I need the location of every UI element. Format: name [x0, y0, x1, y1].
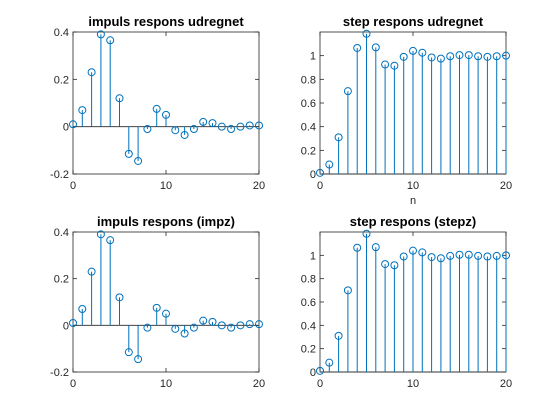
y-tick-label: 0 — [310, 367, 316, 379]
subplot-title: impuls respons udregnet — [88, 14, 244, 29]
y-tick-label: 0.2 — [54, 274, 69, 286]
y-tick-label: -0.2 — [50, 367, 69, 379]
y-tick-label: 0.4 — [301, 320, 316, 332]
x-tick-label: 10 — [407, 180, 419, 192]
x-tick-label: 20 — [253, 180, 265, 192]
y-tick-label: 0 — [310, 169, 316, 181]
y-tick-label: 0.4 — [301, 122, 316, 134]
x-tick-label: 0 — [70, 378, 76, 390]
subplot-title: impuls respons (impz) — [97, 214, 235, 229]
x-tick-label: 10 — [160, 180, 172, 192]
y-tick-label: 0.4 — [54, 227, 69, 239]
y-tick-label: 0.2 — [301, 344, 316, 356]
y-tick-label: 0 — [63, 320, 69, 332]
y-tick-label: 0.2 — [301, 145, 316, 157]
x-tick-label: 0 — [317, 378, 323, 390]
subplot-2: 0 10 20 0 0.2 0.4 0.6 0.8 1 step respons udregnet… — [301, 14, 512, 207]
y-tick-label: 0 — [63, 122, 69, 134]
y-tick-label: 0.4 — [54, 27, 69, 39]
y-tick-label: 0.8 — [301, 274, 316, 286]
x-tick-label: 0 — [70, 180, 76, 192]
x-tick-label: 20 — [500, 180, 512, 192]
subplot-title: step respons (stepz) — [350, 214, 476, 229]
x-axis-label: n — [410, 195, 416, 207]
y-tick-label: 1 — [310, 51, 316, 63]
x-tick-label: 20 — [253, 378, 265, 390]
y-tick-label: 0.8 — [301, 74, 316, 86]
x-tick-label: 10 — [407, 378, 419, 390]
y-tick-label: 0.6 — [301, 297, 316, 309]
y-tick-label: -0.2 — [50, 169, 69, 181]
x-tick-label: 0 — [317, 180, 323, 192]
subplot-title: step respons udregnet — [343, 14, 484, 29]
y-tick-label: 0.6 — [301, 98, 316, 110]
y-tick-label: 1 — [310, 250, 316, 262]
x-tick-label: 20 — [500, 378, 512, 390]
subplot-4: 0 10 20 0 0.2 0.4 0.6 0.8 1 step respons (stepz) — [301, 214, 512, 390]
x-tick-label: 10 — [160, 378, 172, 390]
y-tick-label: 0.2 — [54, 74, 69, 86]
